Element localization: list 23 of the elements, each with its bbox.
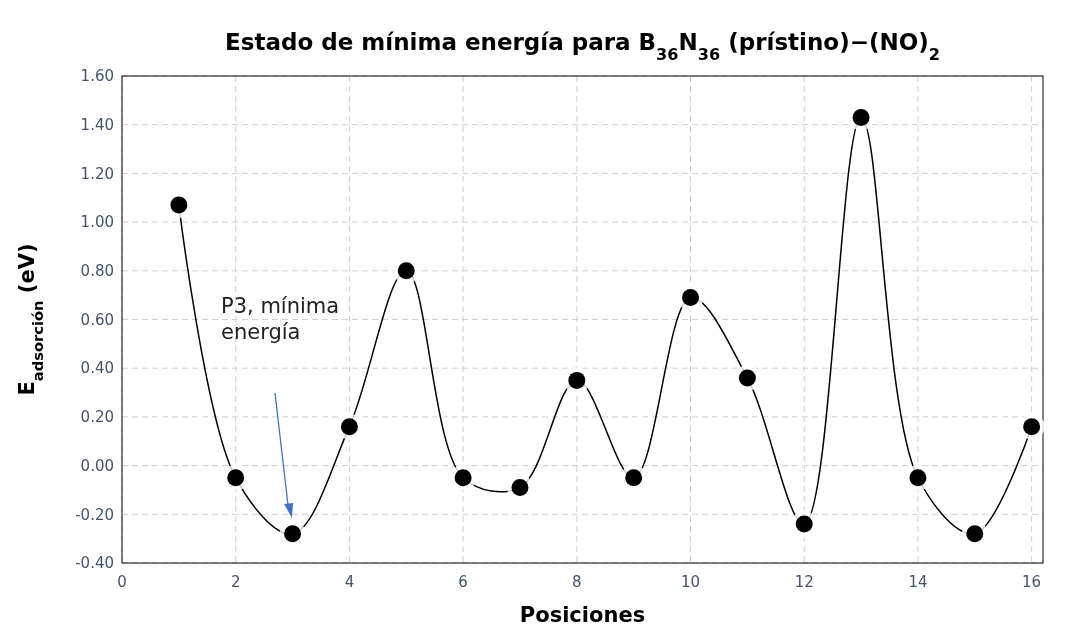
- y-tick-label: 1.60: [80, 67, 114, 86]
- y-tick-label: 1.40: [80, 115, 114, 134]
- annotation: P3, mínima energía: [221, 294, 340, 345]
- x-tick-label: 8: [572, 573, 582, 591]
- y-tick-label: 0.40: [80, 359, 114, 378]
- y-tick-label: 1.20: [80, 164, 114, 183]
- y-tick-label: 0.00: [80, 456, 114, 475]
- x-tick-label: 2: [230, 573, 241, 591]
- y-tick-label: 0.20: [80, 408, 114, 427]
- x-axis-title: Posiciones: [519, 603, 646, 627]
- x-tick-label: 0: [117, 573, 127, 591]
- y-tick-label: 0.60: [80, 310, 114, 329]
- y-tick-label: -0.40: [75, 554, 114, 573]
- x-tick-label: 4: [344, 573, 355, 591]
- x-tick-label: 6: [458, 573, 468, 591]
- chart-title: Estado de mínima energía para B$_{36}$N$_{36}$ (prístino)−(NO)$_{2}$: [225, 29, 940, 64]
- y-tick-label: 0.80: [80, 262, 114, 281]
- x-tick-label: 12: [794, 573, 814, 591]
- x-tick-label: 16: [1022, 573, 1042, 591]
- x-tick-label: 10: [680, 573, 701, 591]
- y-tick-label: 1.00: [80, 213, 114, 232]
- y-tick-label: -0.20: [75, 505, 114, 524]
- x-tick-label: 14: [908, 573, 928, 591]
